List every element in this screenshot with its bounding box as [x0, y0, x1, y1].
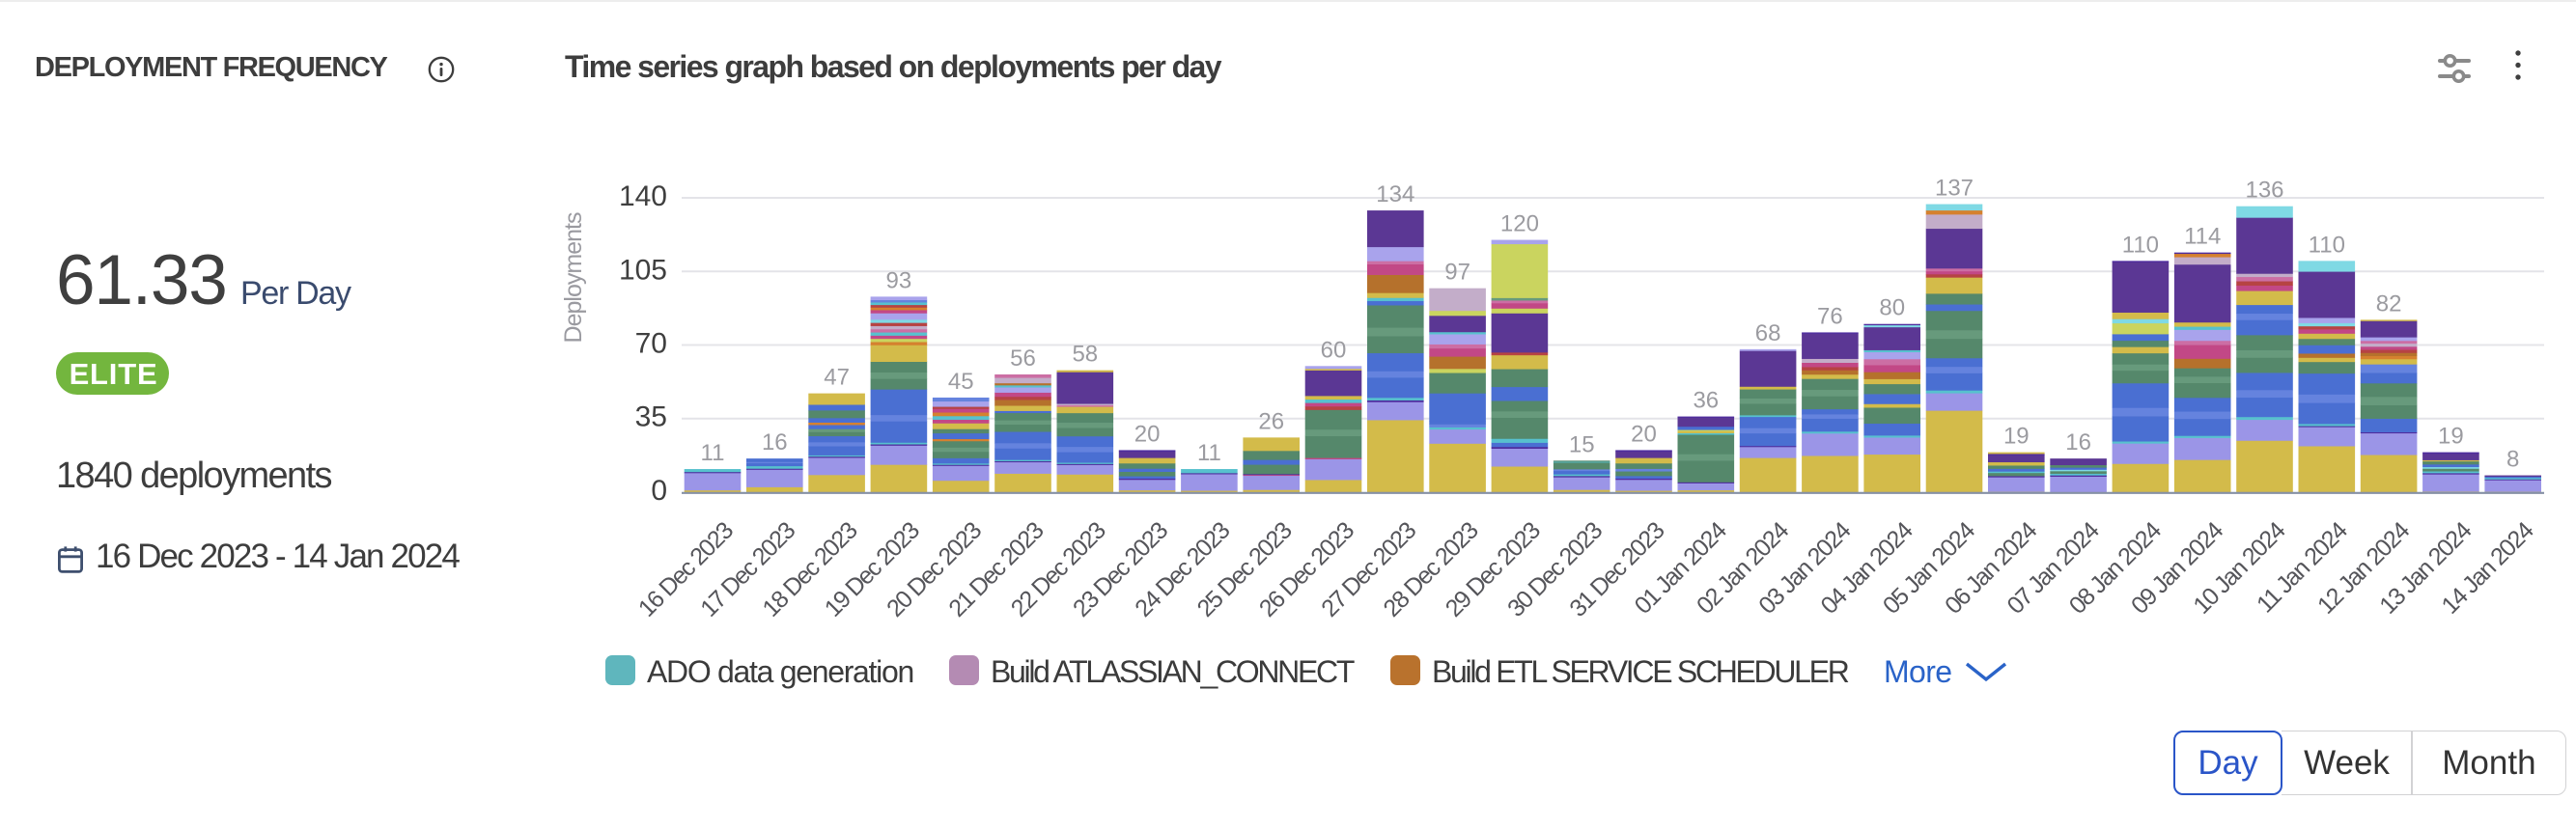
svg-text:11: 11	[701, 440, 725, 466]
svg-text:15: 15	[1569, 431, 1595, 457]
svg-text:137: 137	[1935, 176, 1974, 202]
svg-text:16: 16	[2065, 429, 2091, 455]
svg-text:93: 93	[886, 267, 912, 293]
svg-text:0: 0	[651, 475, 667, 507]
svg-text:68: 68	[1755, 320, 1781, 346]
svg-text:97: 97	[1444, 260, 1470, 286]
svg-text:20: 20	[1134, 421, 1161, 447]
svg-text:110: 110	[2309, 232, 2345, 258]
svg-text:Deployments: Deployments	[560, 212, 587, 343]
svg-text:110: 110	[2122, 232, 2159, 258]
svg-text:56: 56	[1010, 345, 1036, 372]
svg-text:45: 45	[948, 369, 974, 395]
svg-text:134: 134	[1376, 181, 1414, 207]
svg-text:11: 11	[1197, 440, 1221, 466]
svg-text:36: 36	[1693, 388, 1719, 414]
svg-text:26: 26	[1258, 408, 1284, 434]
svg-text:16: 16	[762, 429, 788, 455]
svg-text:105: 105	[619, 254, 667, 286]
svg-text:35: 35	[635, 401, 667, 433]
svg-text:20: 20	[1631, 421, 1657, 447]
svg-text:19: 19	[2438, 424, 2464, 450]
svg-text:136: 136	[2245, 178, 2283, 204]
svg-text:70: 70	[635, 328, 667, 360]
svg-text:19: 19	[2003, 424, 2030, 450]
svg-text:58: 58	[1072, 342, 1098, 368]
svg-text:60: 60	[1321, 337, 1347, 363]
svg-text:8: 8	[2506, 447, 2519, 473]
svg-text:80: 80	[1879, 295, 1905, 321]
svg-text:76: 76	[1817, 303, 1843, 329]
svg-text:82: 82	[2376, 290, 2402, 317]
svg-text:140: 140	[619, 180, 667, 212]
svg-text:47: 47	[824, 365, 850, 391]
svg-text:114: 114	[2184, 224, 2221, 250]
svg-text:120: 120	[1500, 211, 1539, 237]
